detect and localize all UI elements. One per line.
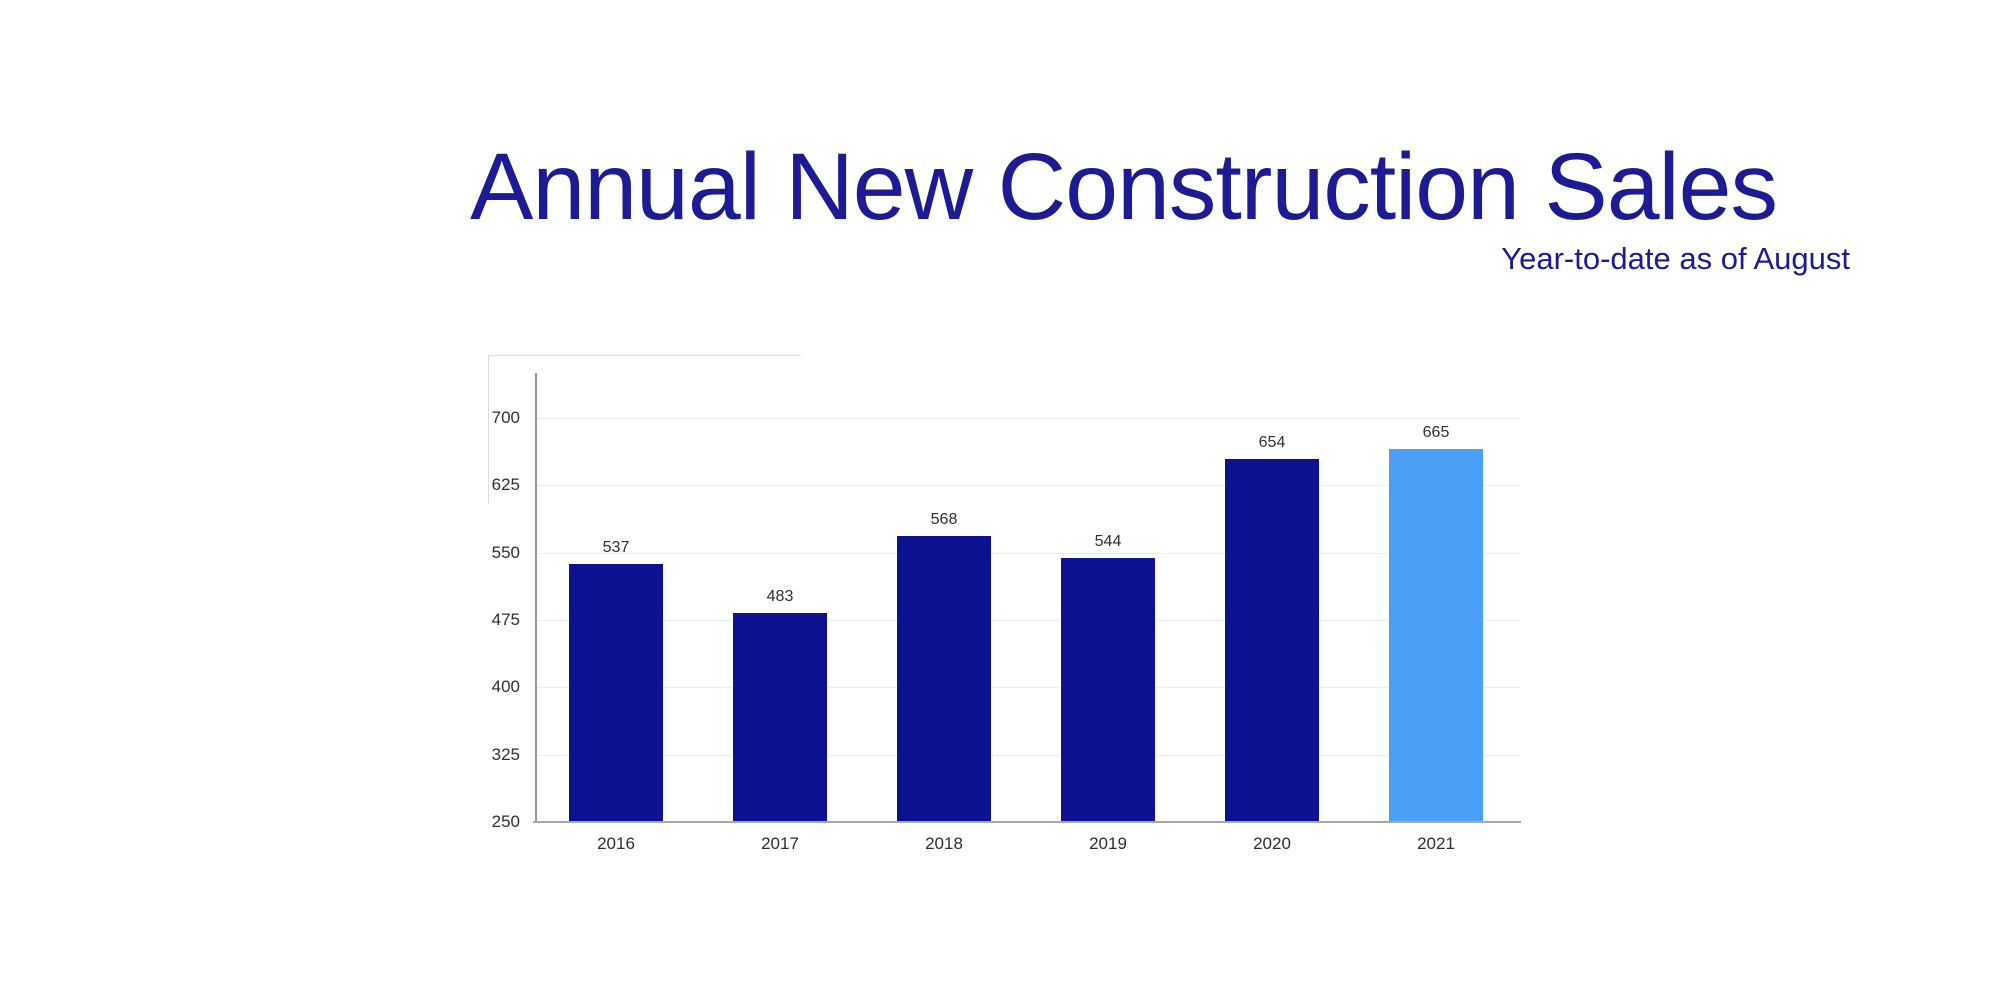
gridline-475 [537,620,1520,621]
gridline-700 [537,417,1520,419]
y-tick-label-550: 550 [491,542,520,562]
bar-2016 [569,564,663,822]
x-tick-label-2018: 2018 [925,834,963,853]
gridline-325 [537,754,1520,756]
x-axis-line [533,821,1521,823]
y-tick-label-325: 325 [491,744,520,764]
x-tick-label-2017: 2017 [761,834,799,853]
y-tick-label-250: 250 [491,812,520,831]
gridline-625 [537,485,1520,487]
bar-value-label-2020: 654 [1258,434,1286,452]
bar-value-label-2016: 537 [602,539,630,557]
bar-2019 [1061,558,1155,822]
chart-subtitle: Year-to-date as of August [1501,241,1850,276]
chart-title: Annual New Construction Sales [470,134,1778,240]
x-tick-label-2021: 2021 [1417,834,1455,853]
y-tick-label-475: 475 [491,610,520,629]
y-tick-label-400: 400 [491,677,520,697]
x-tick-label-2016: 2016 [597,834,635,853]
bar-2020 [1225,459,1319,822]
faint-box-artifact [488,355,801,504]
bar-2018 [897,536,991,822]
bar-2017 [733,612,827,822]
x-tick-label-2019: 2019 [1089,834,1127,853]
plot-area: 250 325 400 475 550 625 700 537 2016 483 2017 568 20… [492,373,1521,853]
y-tick-label-625: 625 [491,475,520,495]
gridline-400 [537,687,1520,689]
bar-value-label-2019: 544 [1094,533,1122,550]
y-tick-label-700: 700 [491,407,520,427]
x-tick-label-2020: 2020 [1253,834,1291,853]
bar-value-label-2017: 483 [766,587,794,605]
y-axis-line [535,373,537,823]
gridline-550 [537,552,1520,554]
bar-value-label-2021: 665 [1422,424,1450,442]
bar-value-label-2018: 568 [930,511,958,529]
bar-2021 [1389,449,1483,822]
